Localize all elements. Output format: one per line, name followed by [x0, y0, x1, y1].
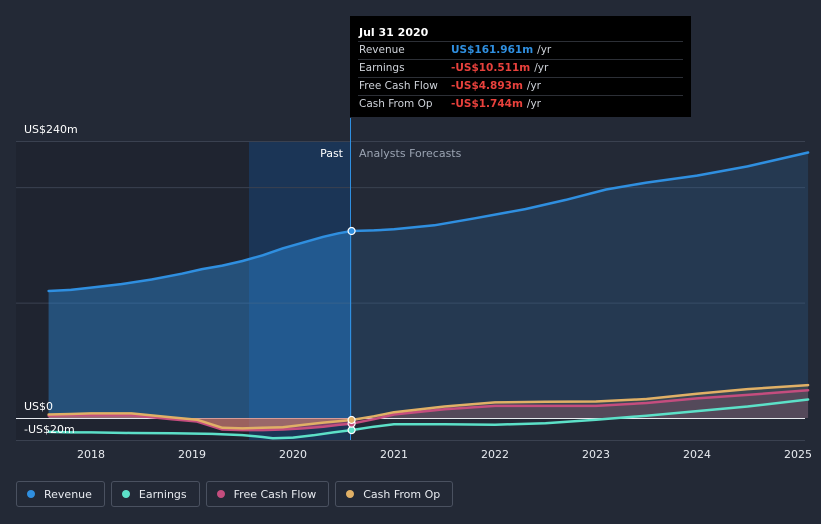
data-tooltip: Jul 31 2020 Revenue US$161.961m /yr Earn… — [350, 16, 691, 117]
y-tick-label: US$240m — [24, 123, 78, 136]
tooltip-row-value: US$161.961m — [451, 44, 534, 56]
x-tick-label: 2020 — [279, 448, 307, 461]
chart-legend: Revenue Earnings Free Cash Flow Cash Fro… — [16, 481, 454, 507]
legend-dot-icon — [346, 490, 355, 498]
x-tick-label: 2019 — [178, 448, 206, 461]
tooltip-row-unit: /yr — [526, 98, 541, 110]
tooltip-date: Jul 31 2020 — [359, 26, 429, 39]
tooltip-row-value: -US$1.744m — [451, 98, 523, 110]
tooltip-row-earnings: Earnings -US$10.511m /yr — [358, 59, 683, 77]
marker-revenue — [347, 226, 356, 236]
tooltip-row-label: Cash From Op — [359, 98, 433, 110]
series-lines — [47, 151, 810, 440]
tooltip-row-label: Free Cash Flow — [359, 80, 438, 92]
tooltip-row-free-cash-flow: Free Cash Flow -US$4.893m /yr — [358, 77, 683, 95]
past-label: Past — [320, 147, 344, 160]
legend-dot-icon — [216, 490, 225, 498]
series-line-cash-from-op — [47, 383, 810, 430]
legend-label: Cash From Op — [363, 487, 441, 501]
tooltip-row-label: Earnings — [359, 62, 405, 74]
x-tick-label: 2023 — [582, 448, 610, 461]
series-line-revenue — [47, 151, 810, 293]
series-line-free-cash-flow — [47, 389, 810, 432]
legend-label: Revenue — [44, 487, 92, 501]
legend-item-revenue[interactable]: Revenue — [16, 481, 105, 507]
series-line-earnings — [47, 398, 810, 440]
tooltip-row-cash-from-op: Cash From Op -US$1.744m /yr — [358, 95, 683, 113]
y-axis-labels: US$240m US$0 -US$20m — [24, 123, 78, 436]
series-areas — [48, 152, 809, 431]
tooltip-row-unit: /yr — [537, 44, 552, 56]
gridlines — [16, 141, 805, 441]
x-tick-label: 2025 — [784, 448, 812, 461]
tooltip-row-revenue: Revenue US$161.961m /yr — [358, 41, 683, 59]
legend-label: Free Cash Flow — [233, 487, 317, 501]
x-axis-labels: 2018 2019 2020 2021 2022 2023 2024 2025 — [77, 448, 812, 461]
x-tick-label: 2018 — [77, 448, 105, 461]
tooltip-row-value: -US$4.893m — [451, 80, 523, 92]
tooltip-row-value: -US$10.511m — [451, 62, 531, 74]
forecast-label: Analysts Forecasts — [359, 147, 462, 160]
series-area — [48, 390, 809, 431]
tooltip-row-unit: /yr — [526, 80, 541, 92]
y-tick-label: US$0 — [24, 400, 53, 413]
marker-cash-from-op — [347, 415, 356, 425]
past-region-highlight — [249, 141, 350, 440]
legend-item-earnings[interactable]: Earnings — [110, 481, 200, 507]
series-area-past — [48, 231, 352, 418]
legend-dot-icon — [27, 490, 35, 498]
legend-label: Earnings — [138, 487, 187, 501]
y-tick-label: -US$20m — [24, 423, 75, 436]
tooltip-row-label: Revenue — [359, 44, 405, 56]
hover-markers — [347, 226, 356, 435]
series-area — [48, 152, 809, 418]
legend-item-cash-from-op[interactable]: Cash From Op — [335, 481, 454, 507]
series-area-past — [48, 413, 352, 429]
x-tick-label: 2022 — [481, 448, 509, 461]
x-tick-label: 2024 — [683, 448, 711, 461]
tooltip-row-unit: /yr — [534, 62, 549, 74]
x-tick-label: 2021 — [380, 448, 408, 461]
legend-dot-icon — [121, 490, 130, 498]
legend-item-free-cash-flow[interactable]: Free Cash Flow — [205, 481, 330, 507]
